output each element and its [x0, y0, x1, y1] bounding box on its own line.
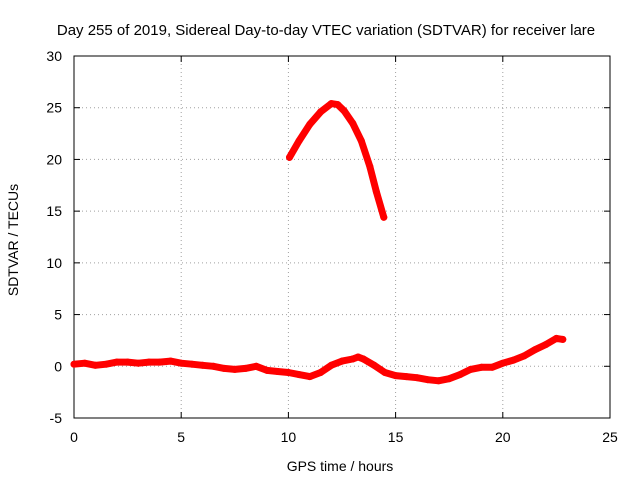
data-point	[209, 362, 217, 370]
data-point	[456, 371, 464, 379]
data-point	[327, 361, 335, 369]
data-point	[199, 361, 207, 369]
data-point	[357, 137, 365, 145]
data-point	[413, 374, 421, 382]
data-point	[372, 188, 380, 195]
data-point	[317, 108, 325, 116]
data-point	[188, 360, 196, 368]
data-point	[552, 334, 560, 342]
y-tick-label: 0	[54, 358, 62, 374]
data-point	[354, 353, 362, 361]
x-tick-label: 5	[177, 429, 185, 445]
data-point	[295, 137, 303, 145]
y-tick-label: 25	[46, 100, 62, 116]
y-tick-label: 30	[46, 48, 62, 64]
data-point	[445, 375, 453, 383]
data-point	[252, 362, 260, 370]
data-point	[366, 163, 374, 171]
data-point	[392, 372, 400, 380]
data-point	[231, 365, 239, 373]
data-point	[124, 358, 132, 366]
data-point	[317, 369, 325, 376]
data-point	[134, 359, 142, 367]
y-tick-label: -5	[50, 410, 63, 426]
x-tick-label: 15	[388, 429, 404, 445]
data-point	[306, 120, 314, 128]
series	[70, 100, 567, 385]
data-point	[145, 358, 153, 366]
y-tick-label: 5	[54, 307, 62, 323]
y-tick-label: 20	[46, 151, 62, 167]
data-point	[340, 107, 348, 115]
y-tick-label: 15	[46, 203, 62, 219]
data-point	[370, 361, 378, 369]
data-point	[435, 377, 442, 385]
series-lower-trace	[70, 334, 567, 385]
data-point	[359, 355, 367, 363]
data-point	[349, 119, 357, 127]
x-tick-label: 0	[70, 429, 78, 445]
y-axis-label: SDTVAR / TECUs	[5, 184, 21, 296]
data-point	[488, 363, 496, 371]
data-point	[402, 373, 410, 381]
data-point	[477, 363, 485, 371]
data-point	[177, 359, 185, 367]
x-tick-label: 20	[495, 429, 511, 445]
data-point	[559, 335, 567, 343]
data-point	[306, 373, 314, 381]
data-point	[499, 359, 507, 367]
data-point	[113, 358, 121, 366]
data-point	[274, 368, 282, 375]
data-point	[520, 352, 528, 360]
x-tick-label: 10	[281, 429, 297, 445]
data-point	[70, 360, 78, 368]
data-point	[531, 346, 539, 354]
data-point	[263, 366, 271, 374]
y-tick-label: 10	[46, 255, 62, 271]
data-point	[156, 358, 164, 366]
data-point	[284, 369, 292, 376]
data-point	[349, 355, 357, 363]
data-point	[220, 364, 228, 372]
data-point	[338, 357, 346, 365]
data-point	[380, 213, 388, 221]
data-point	[91, 361, 99, 369]
data-point	[102, 360, 110, 368]
data-point	[542, 341, 550, 349]
data-point	[327, 100, 335, 108]
data-point	[286, 153, 293, 161]
data-point	[510, 356, 517, 364]
x-axis-label: GPS time / hours	[287, 458, 394, 474]
chart-title: Day 255 of 2019, Sidereal Day-to-day VTE…	[57, 22, 595, 39]
data-point	[295, 371, 303, 379]
data-point	[167, 357, 174, 365]
data-point	[381, 369, 389, 376]
data-point	[242, 364, 249, 372]
series-upper-arc	[286, 100, 388, 221]
data-point	[81, 359, 89, 367]
data-point	[467, 365, 475, 373]
plot-frame	[73, 55, 611, 419]
data-point	[424, 376, 432, 384]
x-tick-label: 25	[602, 429, 618, 445]
data-point	[334, 101, 342, 109]
ticks: 0 5 10 15 20 25 -5 0 5 10 15 20 25 30	[46, 48, 618, 445]
series-line	[286, 100, 388, 221]
